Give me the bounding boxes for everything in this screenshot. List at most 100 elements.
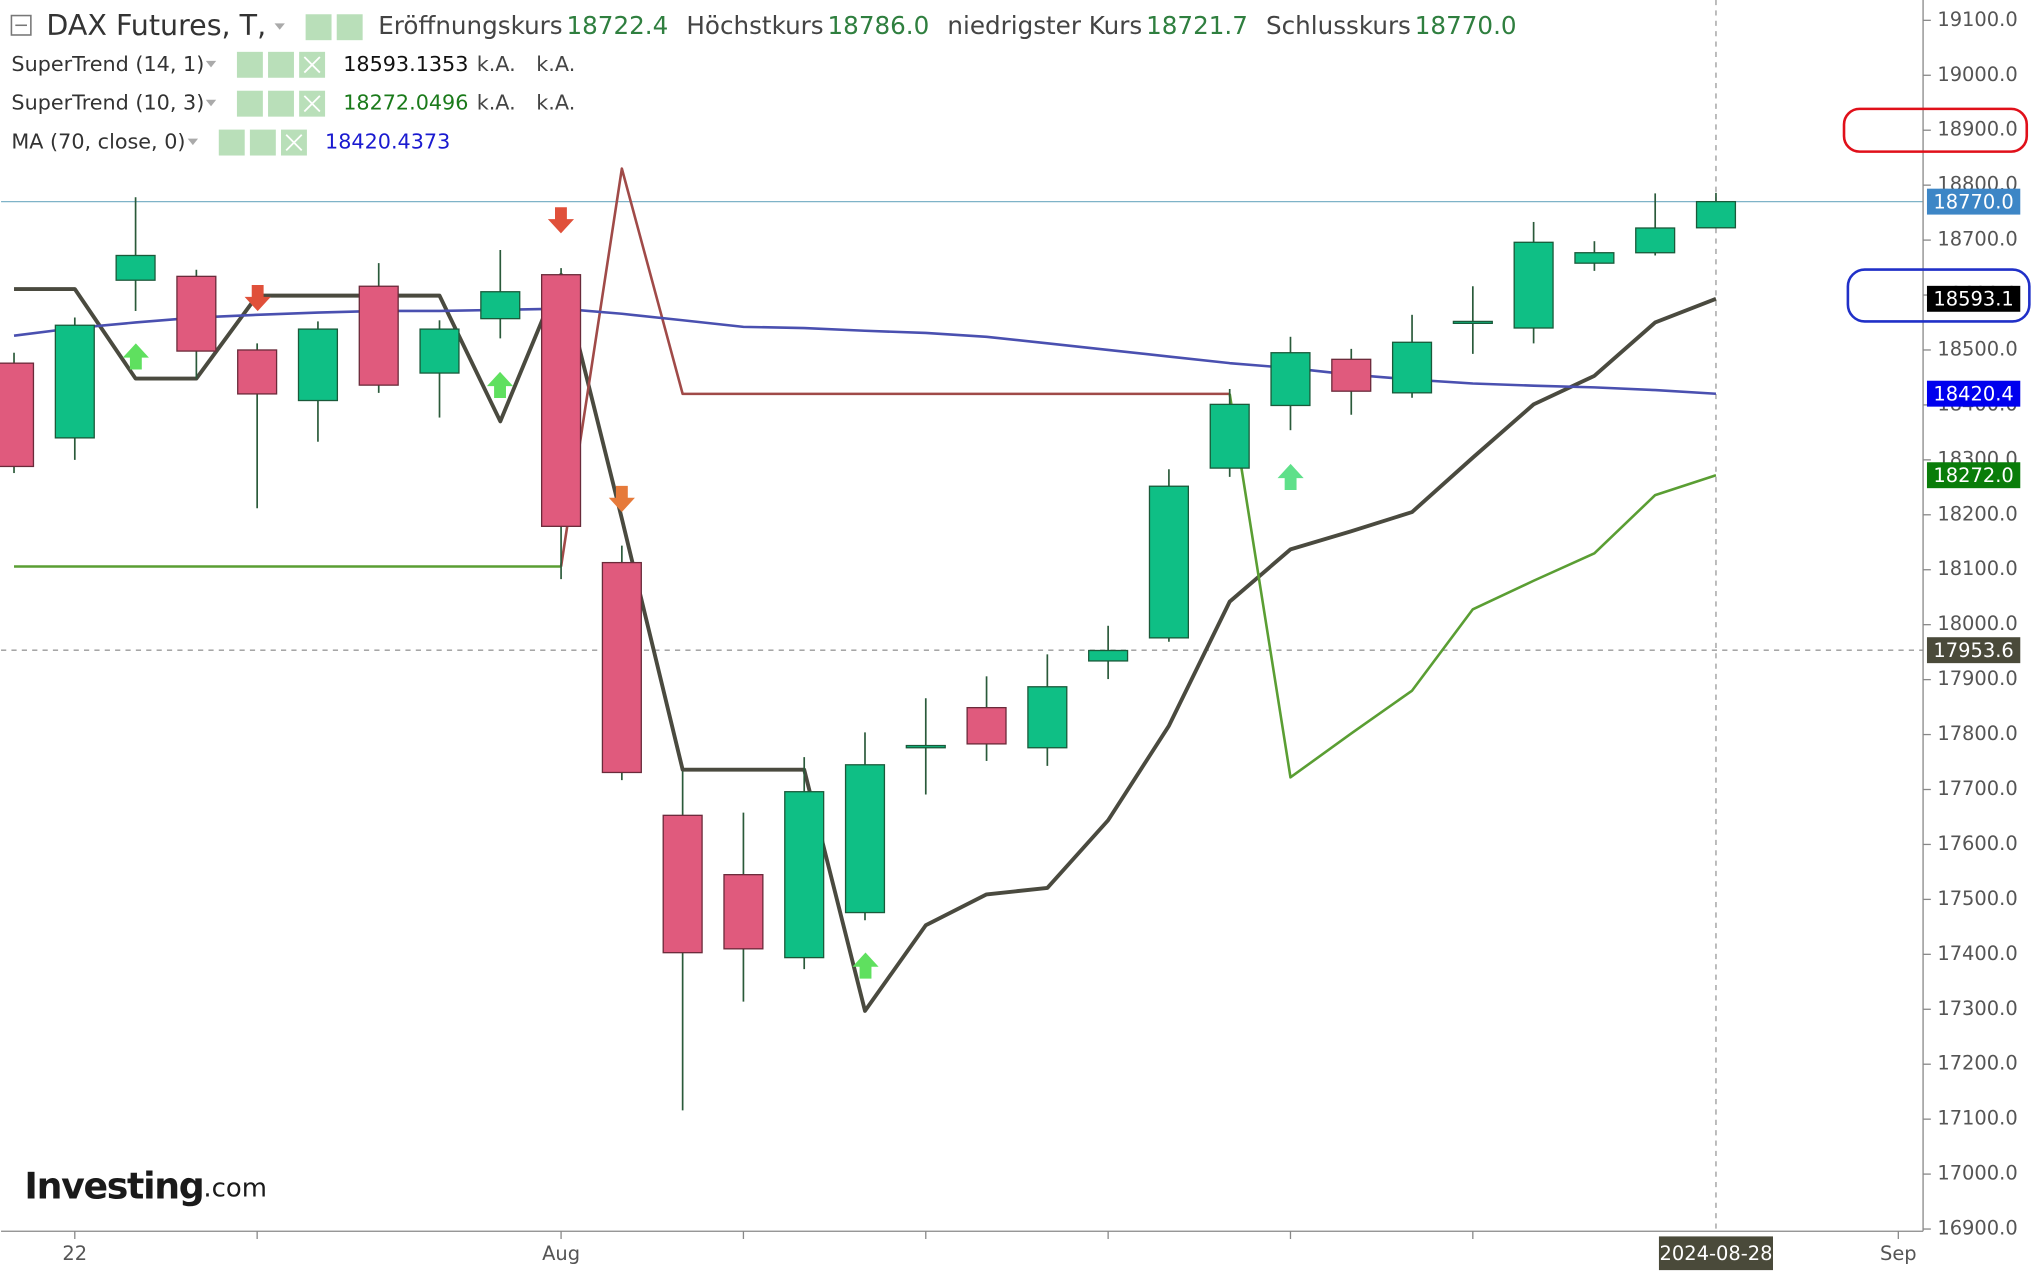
y-tick-label: 17200.0 [1937, 1052, 2017, 1075]
indicator-name: SuperTrend (14, 1) [11, 52, 204, 76]
candle-body [237, 349, 278, 395]
candle-body [1027, 686, 1068, 749]
candle-body [297, 328, 339, 402]
annotation-ring [1842, 107, 2029, 153]
y-tick-label: 17500.0 [1937, 887, 2017, 910]
candle-body [1088, 649, 1129, 662]
candle-body [1695, 200, 1737, 229]
logo: Investing.com [24, 1164, 267, 1207]
collapse-button[interactable] [10, 14, 32, 36]
price-badge [1926, 188, 2021, 215]
remove-cross [303, 95, 321, 113]
price-badge-label: 18770.0 [1933, 190, 2013, 213]
y-tick-label: 17400.0 [1937, 942, 2017, 965]
y-tick-label: 18200.0 [1937, 502, 2017, 525]
candle-body [1331, 358, 1372, 392]
candle-body [358, 285, 399, 386]
eye-icon[interactable] [236, 90, 263, 117]
candle-body [1209, 403, 1250, 469]
dropdown-caret[interactable] [187, 138, 199, 146]
ohlc-value: 18721.7 [1146, 11, 1248, 40]
eye-icon[interactable] [236, 51, 263, 78]
x-tick-label: Sep [1880, 1242, 1917, 1265]
ohlc-label: Schlusskurs [1266, 11, 1411, 40]
settings-icon[interactable] [249, 129, 276, 156]
candle-body [1513, 241, 1554, 329]
candle-body [662, 814, 703, 954]
settings-icon[interactable] [268, 90, 294, 117]
y-tick-label: 17000.0 [1937, 1162, 2017, 1185]
candle-body [723, 874, 764, 950]
candle-body [1391, 341, 1433, 394]
ohlc-label: Höchstkurs [686, 11, 823, 40]
y-tick-label: 17800.0 [1937, 722, 2017, 745]
settings-icon[interactable] [268, 51, 294, 78]
y-tick-label: 18000.0 [1937, 612, 2017, 635]
settings-icon[interactable] [336, 14, 363, 41]
price-badge-label: 18593.1 [1933, 288, 2013, 311]
price-badges: 18770.0 17953.6 18593.1 18420.4 18272.0 [1926, 188, 2021, 664]
candle-body [784, 791, 825, 959]
logo-name: Investing [24, 1164, 203, 1207]
candle-body [1635, 227, 1676, 254]
indicator-value: 18420.4373 [325, 130, 450, 154]
crosshair-date-box [1658, 1236, 1773, 1271]
candle-body [115, 254, 156, 281]
indicator-value: 18593.1353 [343, 52, 468, 76]
indicator-layer [13, 167, 1717, 1013]
y-tick-label: 17300.0 [1937, 997, 2017, 1020]
y-tick-label: 17100.0 [1937, 1107, 2017, 1130]
y-tick-label: 16900.0 [1937, 1217, 2017, 1240]
ohlc-value: 18786.0 [828, 11, 930, 40]
remove-cross [285, 134, 303, 151]
ohlc-value: 18722.4 [566, 11, 668, 40]
y-tick-label: 17900.0 [1937, 667, 2017, 690]
candle-body [480, 291, 521, 320]
ohlc-label: Eröffnungskurs [378, 11, 562, 40]
indicator-name: SuperTrend (10, 3) [11, 91, 204, 115]
ohlc-value: 18770.0 [1415, 11, 1517, 40]
indicator-line [1228, 393, 1717, 779]
dropdown-caret[interactable] [205, 99, 217, 107]
y-tick-label: 18500.0 [1937, 337, 2017, 360]
y-tick-label: 18900.0 [1937, 118, 2017, 141]
x-tick-label: 2024-08-28 [1659, 1242, 1772, 1265]
y-tick-label: 17600.0 [1937, 832, 2017, 855]
price-badge [1926, 380, 2021, 407]
price-badge [1926, 462, 2021, 489]
price-badge-label: 18272.0 [1933, 464, 2013, 487]
candle-body [1574, 252, 1615, 264]
dropdown-caret[interactable] [274, 23, 285, 30]
ohlc-label: niedrigster Kurs [947, 11, 1142, 40]
ohlc-legend: Eröffnungskurs 18722.4 Höchstkurs 18786.0 ni… [378, 11, 1516, 40]
x-tick-label: Aug [542, 1242, 580, 1265]
candle-body [54, 324, 95, 439]
price-badge-label: 17953.6 [1933, 639, 2013, 662]
candle-body [966, 706, 1007, 745]
indicator-line [13, 307, 1717, 396]
indicator-row [205, 51, 326, 78]
candle-body [0, 362, 35, 468]
y-tick-label: 19000.0 [1937, 63, 2017, 86]
y-tick-label: 18100.0 [1937, 557, 2017, 580]
y-tick-label: 19100.0 [1937, 8, 2017, 31]
chart-title: DAX Futures, T, [46, 9, 266, 42]
eye-icon[interactable] [218, 129, 245, 156]
candle-body [844, 764, 886, 914]
indicator-note: k.A. [536, 52, 575, 76]
indicator-row [205, 90, 326, 117]
candle-body [1270, 352, 1311, 407]
y-tick-label: 17700.0 [1937, 777, 2017, 800]
indicator-name: MA (70, close, 0) [11, 130, 185, 154]
candle-body [905, 744, 946, 749]
dropdown-caret[interactable] [205, 60, 217, 68]
eye-icon[interactable] [305, 14, 332, 41]
axes-layer: 22 Aug 2024-08-28 Sep [1, 0, 1924, 1274]
x-axis-background [1, 1231, 1924, 1274]
indicator-line [14, 272, 1717, 1013]
indicator-note: k.A. [536, 91, 575, 115]
candle-layer [0, 192, 1737, 1111]
